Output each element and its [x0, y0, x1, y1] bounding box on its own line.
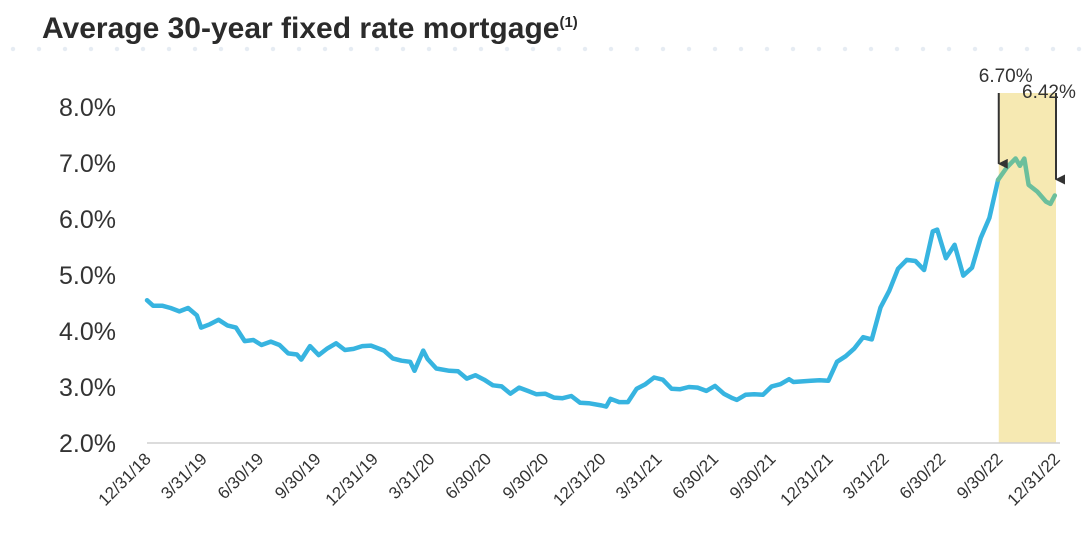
y-tick-label: 3.0%	[59, 374, 116, 402]
annotation-label: 6.42%	[1022, 82, 1076, 103]
annotation-label: 6.70%	[979, 66, 1033, 87]
x-tick-label: 9/30/20	[499, 449, 553, 503]
x-tick-label: 12/31/22	[1004, 449, 1064, 509]
chart-title-block: Average 30-year fixed rate mortgage(1)	[42, 12, 578, 46]
x-tick-label: 6/30/22	[896, 449, 950, 503]
x-tick-label: 12/31/20	[549, 449, 609, 509]
y-tick-label: 2.0%	[59, 430, 116, 458]
y-tick-label: 6.0%	[59, 206, 116, 234]
x-tick-label: 6/30/21	[669, 449, 723, 503]
y-tick-label: 4.0%	[59, 318, 116, 346]
x-tick-label: 9/30/22	[953, 449, 1007, 503]
y-tick-label: 7.0%	[59, 150, 116, 178]
x-tick-label: 3/31/19	[157, 449, 211, 503]
x-tick-label: 12/31/18	[95, 449, 155, 509]
decorative-dot-band	[0, 46, 1087, 52]
x-tick-label: 3/31/22	[839, 449, 893, 503]
chart-title: Average 30-year fixed rate mortgage	[42, 12, 560, 45]
y-tick-label: 5.0%	[59, 262, 116, 290]
y-tick-label: 8.0%	[59, 94, 116, 122]
x-tick-label: 9/30/19	[271, 449, 325, 503]
x-tick-label: 3/31/21	[612, 449, 666, 503]
x-tick-label: 3/31/20	[385, 449, 439, 503]
x-tick-label: 12/31/19	[322, 449, 382, 509]
highlight-band	[998, 93, 1056, 443]
x-tick-label: 6/30/19	[214, 449, 268, 503]
x-tick-label: 12/31/21	[776, 449, 836, 509]
mortgage-rate-line-highlighted	[995, 156, 1058, 207]
x-tick-label: 9/30/21	[726, 449, 780, 503]
mortgage-rate-line	[144, 177, 1001, 409]
title-footnote-marker: (1)	[559, 14, 578, 31]
x-tick-label: 6/30/20	[442, 449, 496, 503]
